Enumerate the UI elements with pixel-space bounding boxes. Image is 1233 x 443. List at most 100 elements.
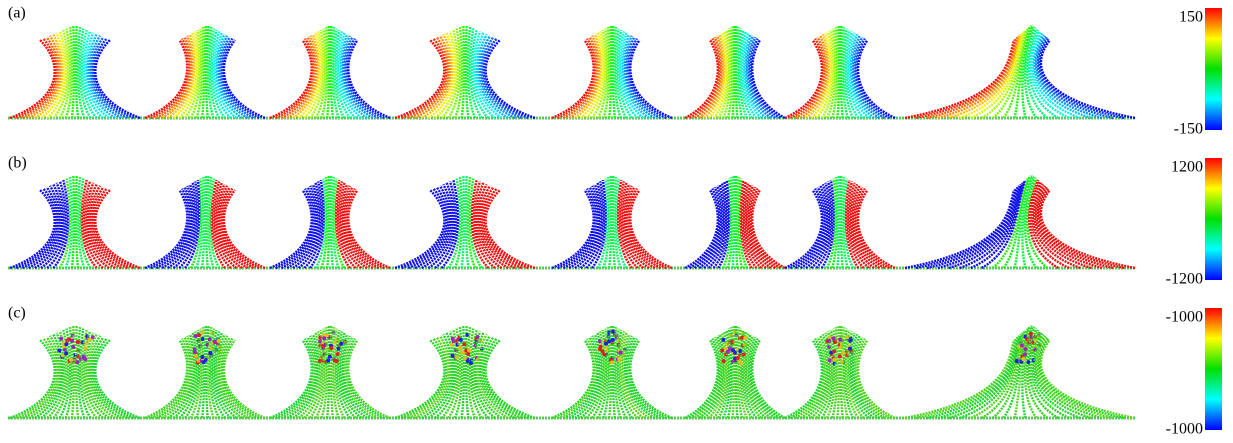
fiber <box>736 327 744 419</box>
speckle <box>837 354 842 359</box>
fiber <box>222 39 266 120</box>
fiber <box>347 189 391 270</box>
fiber <box>820 329 836 419</box>
fiber <box>447 178 462 269</box>
speckle <box>1023 347 1028 352</box>
fiber <box>800 335 829 420</box>
speckle <box>720 348 725 353</box>
fiber <box>338 32 363 119</box>
fiber <box>286 35 319 120</box>
fiber <box>734 25 739 119</box>
fiber <box>746 185 772 269</box>
fiber <box>1034 35 1103 120</box>
colorbar-min-label: -1200 <box>1166 271 1203 288</box>
speckle <box>196 358 201 363</box>
fiber <box>303 181 324 269</box>
fiber <box>741 181 758 269</box>
fiber <box>21 36 60 120</box>
speckle <box>467 348 472 353</box>
fiber <box>749 338 781 420</box>
fiber <box>320 327 329 419</box>
fiber <box>407 36 450 120</box>
speckle <box>57 348 62 353</box>
fiber <box>474 32 503 120</box>
speckle <box>844 335 849 340</box>
fiber <box>736 177 744 269</box>
fiber <box>851 185 880 270</box>
fiber <box>341 35 374 120</box>
fiber <box>726 177 734 269</box>
speckle <box>193 333 198 338</box>
fiber <box>275 187 315 270</box>
fiber <box>172 332 198 419</box>
fiber <box>46 181 68 269</box>
speckle <box>332 340 337 345</box>
fiber <box>744 183 767 269</box>
fiber-row <box>8 175 1136 270</box>
fiber <box>596 178 609 269</box>
fiber <box>28 185 62 270</box>
fiber <box>684 339 720 420</box>
fiber <box>440 179 460 269</box>
fiber <box>742 32 763 119</box>
fiber <box>167 33 196 119</box>
fiber <box>693 186 723 270</box>
fiber <box>52 29 70 119</box>
fiber <box>739 29 753 119</box>
fiber <box>562 186 599 270</box>
fiber <box>320 27 329 119</box>
speckle <box>826 338 831 343</box>
fiber <box>750 189 786 270</box>
fiber <box>184 29 201 119</box>
speckle <box>324 333 329 338</box>
fiber <box>345 37 385 120</box>
speckle <box>327 354 332 359</box>
fiber <box>309 29 326 119</box>
fiber <box>789 37 825 120</box>
fiber <box>1026 178 1049 269</box>
fiber <box>205 325 210 419</box>
fiber <box>744 333 767 419</box>
fiber <box>334 329 351 419</box>
fiber <box>1031 182 1081 270</box>
fiber <box>602 27 611 119</box>
fiber <box>970 31 1026 120</box>
fiber <box>830 27 839 119</box>
fiber <box>90 336 129 420</box>
speckle <box>1020 343 1025 348</box>
fiber <box>841 27 850 119</box>
fiber <box>482 187 529 270</box>
fiber <box>64 27 74 119</box>
fiber <box>853 186 886 270</box>
fiber <box>82 181 104 269</box>
fiber <box>613 27 622 119</box>
fiber <box>731 175 736 269</box>
fiber <box>712 31 729 119</box>
fiber <box>551 39 595 120</box>
fiber <box>219 336 255 420</box>
fiber <box>739 179 753 269</box>
fiber <box>280 36 317 120</box>
fiber <box>618 181 639 269</box>
fiber <box>161 335 194 420</box>
fiber <box>1039 189 1136 270</box>
fiber <box>155 336 192 420</box>
speckle <box>87 337 92 342</box>
speckle <box>450 336 455 341</box>
fiber <box>414 185 452 270</box>
fiber <box>607 175 613 269</box>
fiber <box>613 327 622 419</box>
fiber <box>28 335 62 420</box>
speckle <box>618 350 623 355</box>
fiber <box>562 336 599 420</box>
fiber <box>394 339 446 420</box>
fiber <box>434 181 458 269</box>
fiber <box>848 32 870 119</box>
fiber <box>851 35 880 120</box>
fiber <box>736 27 744 119</box>
fiber <box>607 25 613 119</box>
speckle <box>1015 359 1020 364</box>
fiber <box>557 337 597 420</box>
colorbar-max-label: 1200 <box>1171 159 1203 176</box>
